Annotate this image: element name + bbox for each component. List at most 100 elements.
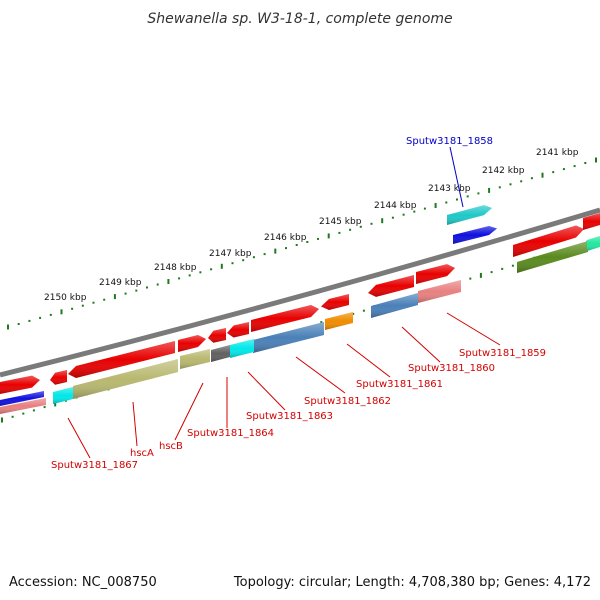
outer-scale-tick-32 (349, 228, 352, 231)
gene-hscB-olive-shade (180, 349, 210, 369)
outer-scale-tick-28 (306, 241, 309, 243)
gene-1862-red[interactable] (321, 294, 349, 310)
outer-scale-tick-20 (220, 263, 223, 269)
gene-label-1862[interactable]: Sputw3181_1862 (304, 396, 391, 407)
gene-1867-cyan[interactable] (53, 387, 73, 404)
scale-track-outer (7, 157, 597, 330)
tick-label-2146: 2146 kbp (264, 233, 307, 243)
gene-left-blue-shade (0, 391, 44, 406)
tick-label-2142: 2142 kbp (482, 166, 525, 176)
gene-label-1863[interactable]: Sputw3181_1863 (246, 411, 333, 422)
leader-1858 (449, 146, 464, 208)
outer-scale-tick-33 (359, 225, 362, 228)
outer-scale-tick-24 (263, 253, 266, 256)
gene-1862-orange[interactable] (325, 312, 353, 330)
outer-scale-tick-23 (252, 256, 255, 259)
outer-scale-tick-9 (103, 298, 106, 301)
gene-1864-red-shade (227, 322, 249, 338)
outer-scale-tick-8 (92, 301, 95, 304)
outer-scale-tick-48 (520, 180, 523, 183)
gene-hscA-red-b-shade (68, 341, 175, 378)
outer-scale-tick-12 (135, 289, 138, 292)
gene-1858-lower[interactable] (453, 226, 497, 244)
gene-1863-steel-shade (253, 322, 324, 353)
inner-scale-tick-1 (11, 415, 14, 418)
leader-hscB (174, 382, 204, 441)
tick-label-2141: 2141 kbp (536, 148, 579, 158)
gene-right-olive[interactable] (517, 241, 588, 273)
gene-hscB-olive[interactable] (180, 349, 210, 369)
outer-scale-tick-30 (327, 233, 330, 239)
gene-hscA-red-a-shade (178, 335, 206, 352)
gene-label-1864[interactable]: Sputw3181_1864 (187, 428, 274, 439)
outer-scale-tick-13 (146, 286, 148, 289)
gene-1867-cyan-shade (53, 387, 73, 404)
gene-right-red-2[interactable] (583, 213, 600, 230)
gene-left-blue[interactable] (0, 391, 44, 406)
outer-scale-tick-39 (423, 207, 426, 210)
genome-backbone (0, 207, 600, 378)
outer-scale-tick-16 (178, 277, 181, 280)
tick-label-2143: 2143 kbp (428, 184, 471, 194)
tick-label-2149: 2149 kbp (99, 278, 142, 288)
gene-1858-upper-shade (447, 205, 492, 225)
outer-scale-tick-17 (188, 274, 191, 277)
gene-label-1860[interactable]: Sputw3181_1860 (408, 363, 495, 374)
label-leader-lines (67, 146, 501, 459)
gene-right-mint-shade (587, 236, 600, 251)
gene-hscA-red-b[interactable] (68, 341, 175, 378)
outer-scale-tick-50 (541, 172, 544, 178)
gene-1861-red-shade (368, 275, 414, 297)
gene-label-1858[interactable]: Sputw3181_1858 (406, 136, 493, 147)
gene-left-red[interactable] (0, 375, 40, 394)
outer-scale-tick-51 (552, 171, 555, 174)
gene-hscA-olive-shade (73, 359, 178, 399)
gene-1860-steel[interactable] (371, 293, 418, 318)
gene-hscB-grey[interactable] (211, 345, 230, 362)
gene-1864-red[interactable] (227, 322, 249, 338)
outer-scale-tick-26 (285, 247, 287, 250)
gene-1863-red-shade (251, 305, 319, 332)
gene-hscB-red[interactable] (208, 328, 226, 343)
gene-1867-red[interactable] (50, 370, 67, 385)
outer-scale-tick-52 (562, 168, 565, 171)
gene-1863-red[interactable] (251, 305, 319, 332)
gene-label-hscB[interactable]: hscB (159, 441, 183, 452)
outer-scale-tick-0 (7, 324, 9, 330)
inner-scale-tick-34 (362, 309, 365, 312)
gene-left-pink-shade (0, 398, 46, 414)
gene-right-mint[interactable] (587, 236, 600, 251)
gene-label-hscA[interactable]: hscA (130, 448, 154, 459)
gene-1860-red[interactable] (416, 264, 455, 284)
gene-right-red-1-shade (513, 225, 584, 257)
leader-1859 (446, 312, 501, 346)
outer-scale-tick-31 (338, 231, 341, 234)
gene-1858-upper[interactable] (447, 205, 492, 225)
gene-label-1861[interactable]: Sputw3181_1861 (356, 379, 443, 390)
gene-hscA-red-a[interactable] (178, 335, 206, 352)
leader-1867 (67, 417, 91, 459)
gene-1863-steel[interactable] (253, 322, 324, 353)
inner-scale-tick-2 (22, 412, 25, 415)
gene-label-1859[interactable]: Sputw3181_1859 (459, 348, 546, 359)
outer-scale-tick-7 (81, 304, 84, 307)
gene-labels: Sputw3181_1858 Sputw3181_1859 Sputw3181_… (51, 136, 546, 471)
outer-scale-tick-10 (113, 294, 116, 300)
inner-scale-tick-3 (32, 409, 35, 412)
outer-scale-tick-54 (584, 162, 587, 164)
gene-hscA-olive[interactable] (73, 359, 178, 399)
gene-label-1867[interactable]: Sputw3181_1867 (51, 460, 138, 471)
gene-1864-cyan[interactable] (230, 339, 254, 358)
accession-text: Accession: NC_008750 (9, 575, 157, 590)
outer-scale-tick-36 (391, 216, 394, 219)
gene-right-red-1[interactable] (513, 225, 584, 258)
gene-1859-pink-shade (418, 280, 461, 303)
outer-scale-tick-19 (210, 268, 213, 271)
outer-scale-tick-4 (49, 313, 52, 316)
gene-1861-red[interactable] (368, 275, 414, 297)
outer-scale-tick-1 (17, 323, 20, 325)
gene-left-pink[interactable] (0, 398, 46, 414)
gene-1859-pink[interactable] (418, 280, 461, 303)
leader-1862 (295, 356, 346, 394)
